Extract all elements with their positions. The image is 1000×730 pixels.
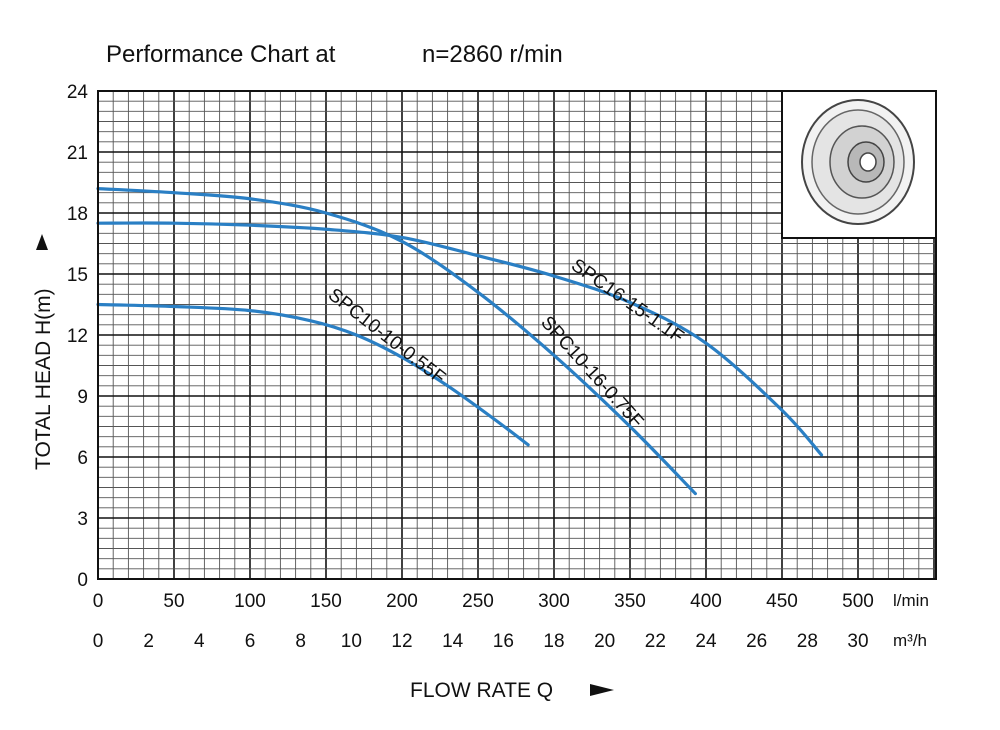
- y-arrow-icon: [36, 234, 48, 250]
- plot-frame: [97, 90, 937, 580]
- y-axis-title-group: TOTAL HEAD H(m): [32, 234, 55, 470]
- x2-tick-label: 18: [543, 631, 564, 652]
- x-tick-label: 50: [163, 591, 184, 612]
- x2-tick-label: 28: [797, 631, 818, 652]
- chart-subtitle: n=2860 r/min: [422, 41, 563, 68]
- x2-tick-label: 14: [442, 631, 464, 652]
- x2-tick-labels: 0 2 4 6 8 10 12 14 16 18 20 22 24 26 28 30: [93, 631, 869, 652]
- x-tick-label: 350: [614, 591, 646, 612]
- y-tick-label: 18: [67, 204, 88, 225]
- x2-tick-label: 12: [391, 631, 412, 652]
- x-unit-primary: l/min: [893, 591, 929, 610]
- y-tick-label: 12: [67, 326, 88, 347]
- x-arrow-icon: [590, 684, 614, 696]
- x-tick-label: 100: [234, 591, 266, 612]
- series-line-1: [96, 187, 697, 496]
- x-tick-label: 500: [842, 591, 874, 612]
- x-tick-label: 0: [93, 591, 104, 612]
- x-tick-label: 150: [310, 591, 342, 612]
- y-tick-label: 6: [77, 448, 88, 469]
- x-unit-secondary: m³/h: [893, 631, 927, 650]
- x2-tick-label: 16: [493, 631, 514, 652]
- x-tick-label: 200: [386, 591, 418, 612]
- y-tick-label: 21: [67, 143, 88, 164]
- x-axis-title: FLOW RATE Q: [410, 679, 553, 702]
- y-tick-label: 3: [77, 509, 88, 530]
- x2-tick-label: 24: [695, 631, 717, 652]
- impeller-image: [781, 90, 937, 239]
- y-tick-label: 0: [77, 570, 88, 591]
- impeller-shape: [859, 152, 877, 172]
- chart-title: Performance Chart at: [106, 41, 336, 68]
- x2-tick-label: 10: [341, 631, 362, 652]
- x-tick-label: 450: [766, 591, 798, 612]
- y-axis-title: TOTAL HEAD H(m): [32, 288, 55, 470]
- x2-tick-label: 22: [645, 631, 666, 652]
- series-line-0: [96, 302, 530, 447]
- x2-tick-label: 26: [746, 631, 767, 652]
- x2-tick-label: 0: [93, 631, 104, 652]
- x-tick-label: 300: [538, 591, 570, 612]
- series-line-2: [96, 221, 824, 457]
- y-tick-label: 9: [77, 387, 88, 408]
- curves: SPC10-10-0.55F SPC10-16-0.75FSPC16-15-1.1…: [96, 187, 824, 496]
- x2-tick-label: 30: [847, 631, 868, 652]
- y-tick-label: 15: [67, 265, 88, 286]
- x-tick-labels: 0 50 100 150 200 250 300 350 400 450 500: [93, 591, 874, 612]
- y-tick-label: 24: [67, 82, 89, 103]
- x2-tick-label: 8: [295, 631, 306, 652]
- y-tick-labels: 0 3 6 9 12 15 18 21 24: [67, 82, 89, 591]
- x2-tick-label: 2: [143, 631, 154, 652]
- x-tick-label: 250: [462, 591, 494, 612]
- x2-tick-label: 20: [594, 631, 615, 652]
- x-tick-label: 400: [690, 591, 722, 612]
- x2-tick-label: 4: [194, 631, 205, 652]
- series-label-2: SPC16-15-1.1F: [567, 255, 687, 348]
- x2-tick-label: 6: [245, 631, 256, 652]
